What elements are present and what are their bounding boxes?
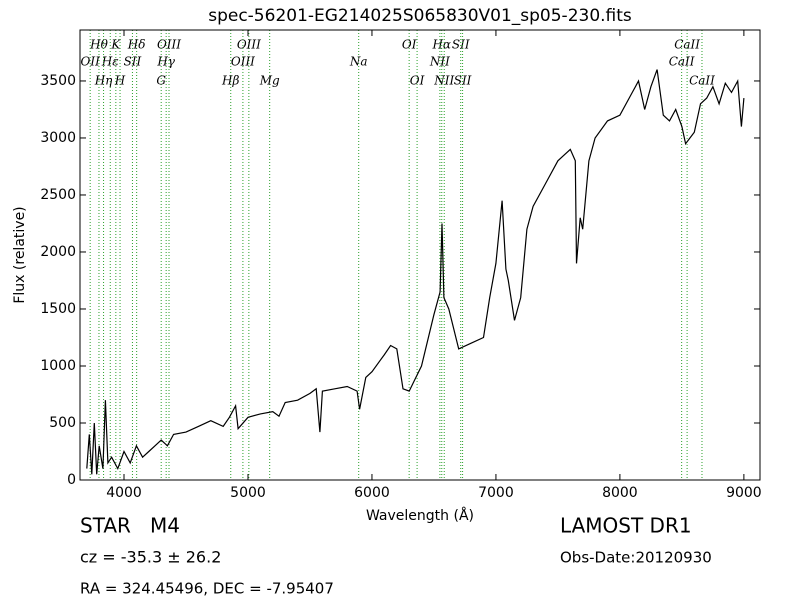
line-label: Hη [94, 74, 113, 88]
y-tick-label: 2000 [40, 244, 76, 260]
survey: LAMOST DR1 [560, 514, 692, 538]
y-tick-label: 1000 [40, 358, 76, 374]
x-tick-label: 8000 [602, 485, 638, 501]
y-tick-label: 2500 [40, 187, 76, 203]
y-tick-label: 3500 [40, 73, 76, 89]
coordinates: RA = 324.45496, DEC = -7.95407 [80, 580, 334, 598]
line-label: CaII [689, 74, 715, 88]
line-label: Hα [431, 38, 451, 52]
line-label: Hε [101, 55, 119, 69]
line-label: Mg [259, 74, 280, 88]
line-label: Na [349, 55, 368, 69]
x-axis-label: Wavelength (Å) [366, 507, 474, 524]
line-label: Hγ [156, 55, 175, 69]
line-label: Hδ [127, 38, 146, 52]
line-label: NII [429, 55, 450, 69]
line-label: Hβ [221, 74, 239, 88]
x-tick-label: 7000 [478, 485, 514, 501]
plot-frame [79, 29, 761, 481]
line-label: NII [433, 74, 454, 88]
line-label: OIII [231, 55, 255, 69]
y-tick-label: 0 [67, 472, 76, 488]
line-label: SII [124, 55, 142, 69]
line-label: OIII [237, 38, 261, 52]
chart-title: spec-56201-EG214025S065830V01_sp05-230.f… [208, 6, 632, 26]
redshift: cz = -35.3 ± 26.2 [80, 548, 221, 567]
x-tick-label: 4000 [106, 485, 142, 501]
spectrum-line [86, 69, 745, 475]
obs-date: Obs-Date:20120930 [560, 549, 712, 567]
line-label: Hθ [89, 38, 108, 52]
object-class: STAR M4 [80, 514, 180, 538]
line-label: G [156, 74, 166, 88]
line-label: CaII [669, 55, 695, 69]
x-tick-label: 6000 [354, 485, 390, 501]
line-label: OII [81, 55, 101, 69]
line-label: OIII [157, 38, 181, 52]
line-label: SII [452, 38, 470, 52]
line-label: H [114, 74, 126, 88]
line-label: SII [454, 74, 472, 88]
line-label: K [110, 38, 121, 52]
y-tick-label: 500 [49, 415, 76, 431]
line-label: CaII [674, 38, 700, 52]
y-axis-label: Flux (relative) [12, 206, 28, 303]
x-tick-label: 9000 [726, 485, 762, 501]
y-tick-label: 3000 [40, 130, 76, 146]
x-tick-label: 5000 [230, 485, 266, 501]
line-label: OI [410, 74, 425, 88]
y-tick-label: 1500 [40, 301, 76, 317]
line-label: OI [402, 38, 417, 52]
